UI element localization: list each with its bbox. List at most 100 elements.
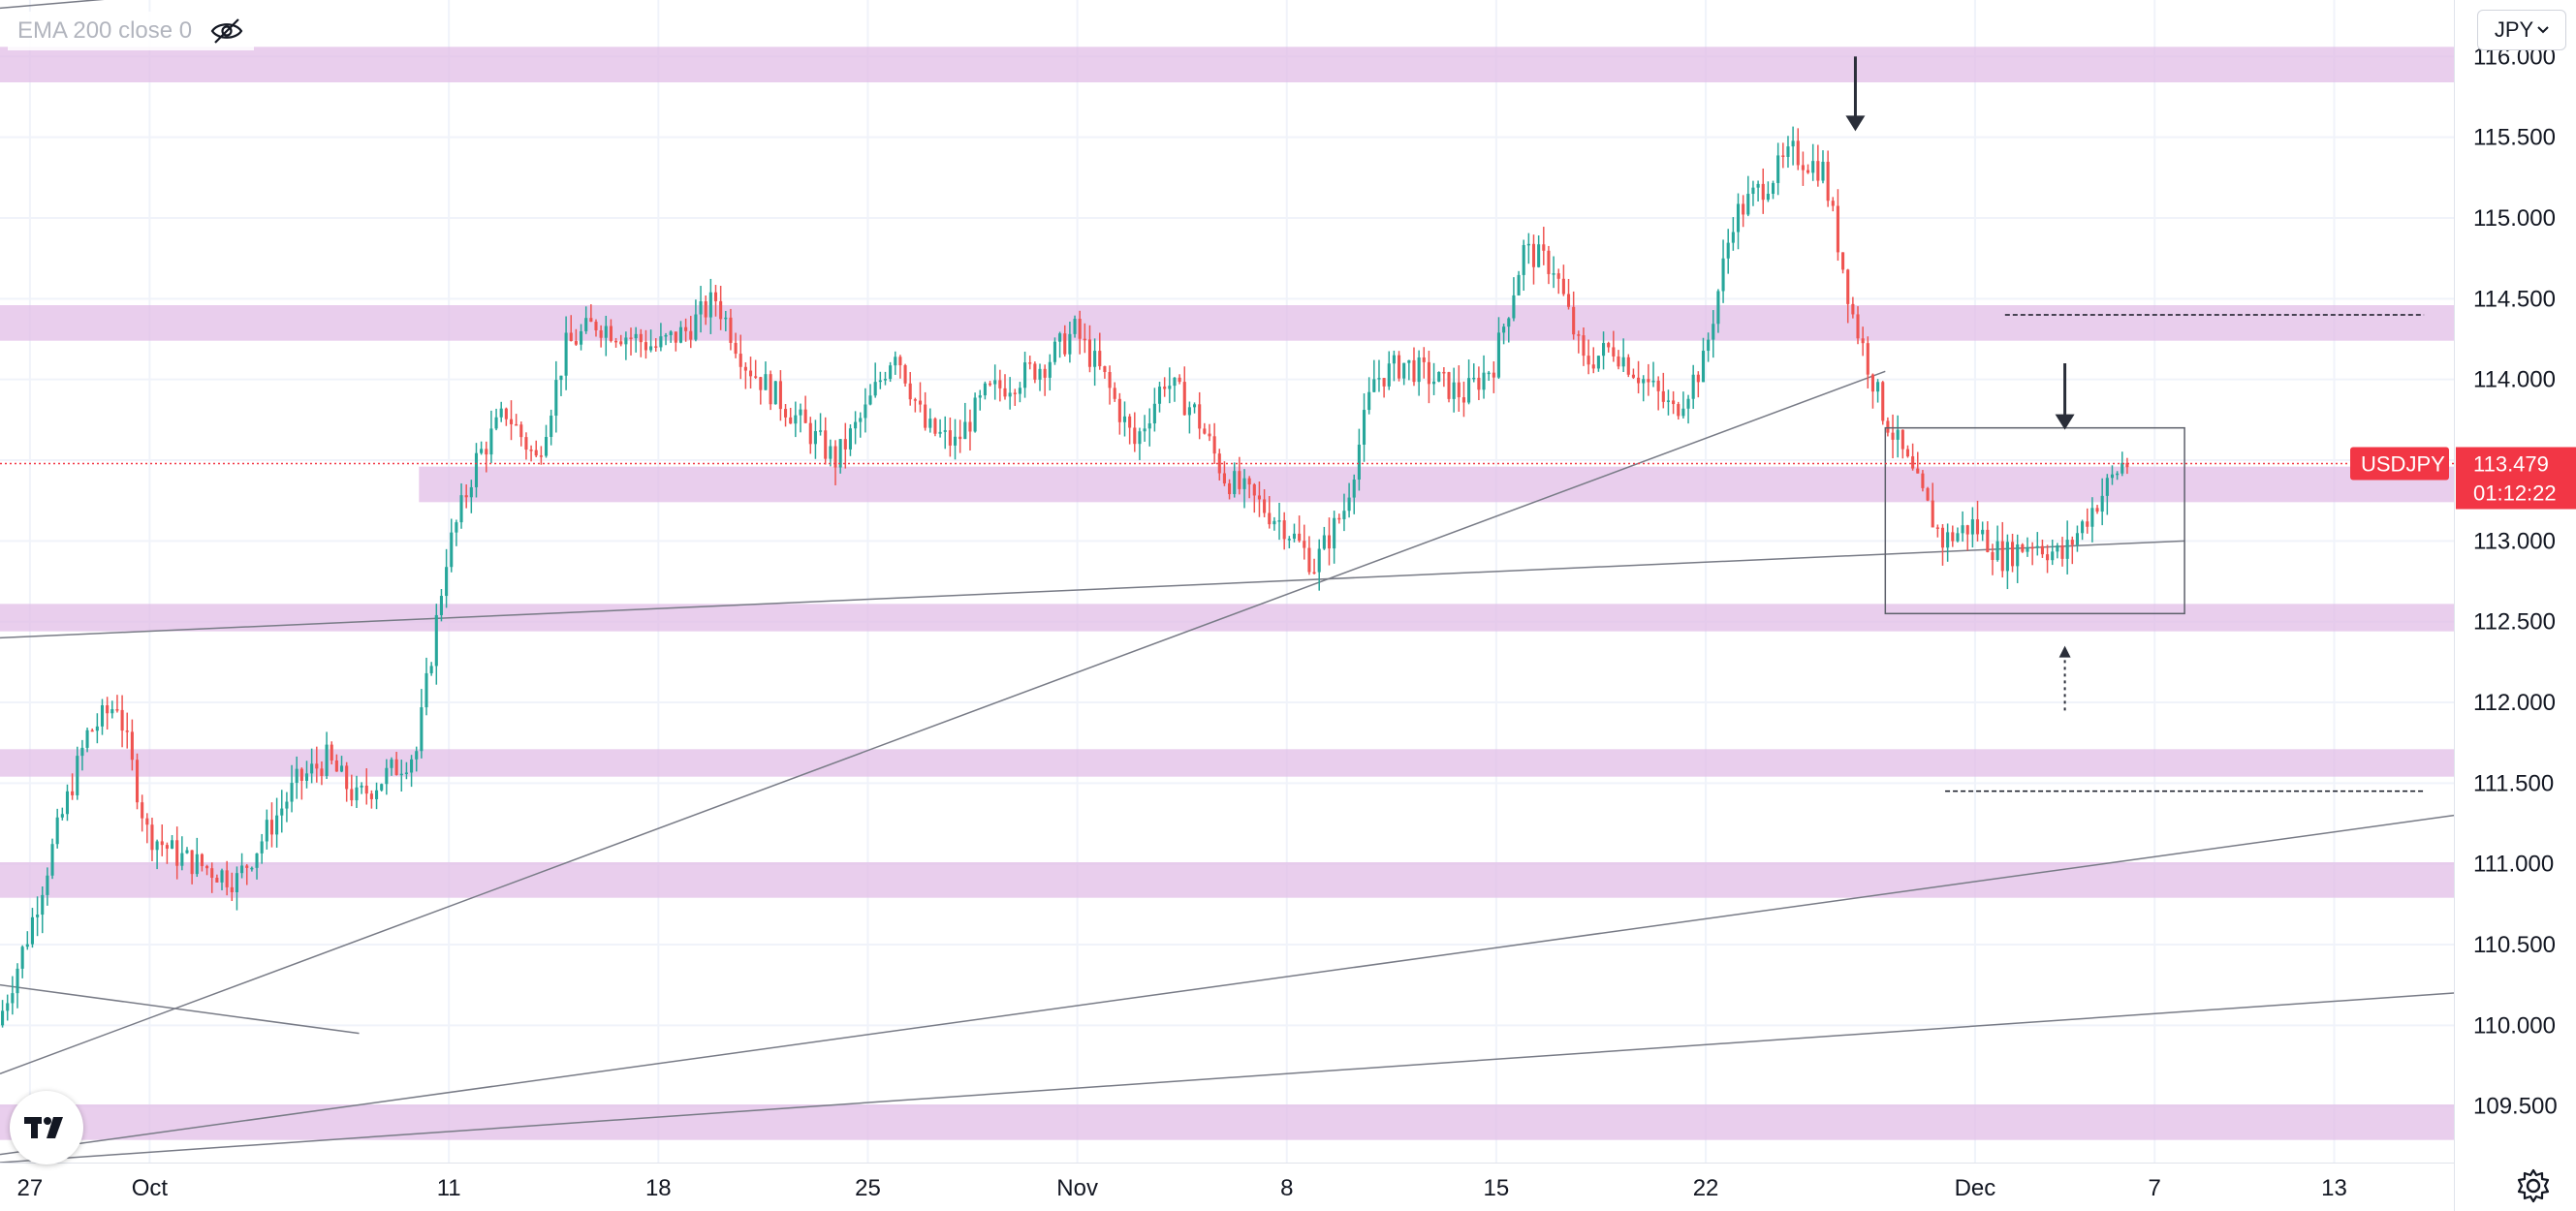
candle-body (260, 841, 264, 854)
candle-body (659, 336, 663, 348)
candle-body (1487, 372, 1491, 375)
candle-body (903, 365, 907, 384)
trendlines (0, 0, 2455, 1164)
candle-body (564, 332, 568, 376)
candle-body (30, 916, 34, 945)
candle-body (1168, 386, 1172, 389)
candle-body (11, 993, 15, 1004)
symbol-label-bg (2350, 447, 2449, 481)
indicator-legend[interactable]: EMA 200 close 0 (8, 12, 255, 50)
candle-body (355, 787, 359, 801)
candle-body (908, 383, 912, 400)
candle-body (1063, 333, 1067, 355)
candle-body (2011, 542, 2015, 567)
candle-body (918, 400, 923, 405)
candle-body (504, 408, 508, 419)
resistance-zone (0, 604, 2454, 632)
candle-body (1298, 533, 1302, 542)
candle-body (2075, 533, 2079, 545)
candle-body (1602, 343, 1606, 357)
candle-body (1073, 319, 1077, 334)
tradingview-logo[interactable] (10, 1091, 83, 1164)
candle-body (1621, 357, 1625, 367)
candle-body (2060, 545, 2064, 559)
candle-body (1891, 432, 1895, 440)
hide-eye-icon[interactable] (209, 16, 244, 46)
candle-body (848, 428, 852, 450)
candle-body (2016, 543, 2020, 567)
time-axis[interactable]: 27 Oct 11 18 25 Nov 8 15 22 Dec 7 13 (0, 1163, 2454, 1202)
candle-body (141, 802, 144, 819)
candle-body (20, 947, 24, 969)
candle-body (1507, 318, 1511, 327)
price-axis-pane (2454, 0, 2576, 1211)
candle-body (269, 820, 274, 835)
candle-body (738, 354, 742, 367)
candle-body (1392, 355, 1396, 364)
candle-body (1916, 468, 1920, 474)
candle-body (580, 330, 583, 345)
candle-body (1157, 387, 1162, 404)
time-tick-label: Dec (1955, 1175, 1996, 1201)
candle-body (1586, 356, 1590, 365)
candle-body (125, 730, 129, 732)
candle-body (65, 791, 70, 815)
candle-body (1058, 333, 1062, 342)
candle-body (1043, 368, 1047, 378)
candle-body (360, 785, 363, 788)
candle-body (1651, 380, 1655, 383)
candle-body (320, 768, 324, 776)
tradingview-logo-icon (24, 1117, 63, 1138)
symbol-label: USDJPY (2361, 452, 2445, 477)
candle-body (55, 817, 59, 845)
candle-body (135, 760, 140, 803)
candle-body (171, 840, 174, 849)
candle-body (1726, 242, 1730, 259)
countdown-label: 01:12:22 (2473, 481, 2557, 506)
time-tick-label: 7 (2149, 1175, 2161, 1201)
candle-body (1707, 339, 1711, 352)
candle-body (1307, 547, 1311, 573)
candle-body (60, 814, 64, 818)
candle-body (1398, 355, 1401, 379)
candle-body (205, 865, 209, 869)
candle-body (550, 416, 553, 438)
candle-body (1826, 161, 1830, 202)
candle-body (1342, 511, 1346, 519)
candle-body (773, 381, 777, 405)
candle-body (644, 342, 647, 351)
candle-body (1377, 378, 1381, 380)
candle-body (1203, 428, 1207, 434)
gear-icon[interactable] (2514, 1166, 2553, 1205)
candle-body (225, 870, 229, 887)
candle-body (1995, 541, 1999, 560)
candle-body (1372, 379, 1376, 392)
candle-body (889, 365, 893, 380)
price-axis[interactable]: 109.500 110.000 110.500 111.000 111.500 112.0… (2454, 0, 2576, 1211)
candle-body (1751, 187, 1755, 195)
time-tick-label: 27 (17, 1175, 44, 1201)
chart-annotations (0, 56, 2454, 792)
candle-body (1093, 351, 1097, 367)
candle-body (1333, 517, 1336, 549)
candle-body (1387, 363, 1391, 387)
candle-body (364, 785, 368, 794)
candle-body (325, 744, 329, 776)
candle-body (1038, 368, 1042, 380)
candle-body (1496, 332, 1501, 378)
candle-body (678, 326, 683, 343)
resistance-zone (0, 749, 2454, 777)
candle-body (664, 334, 668, 337)
candle-body (859, 418, 863, 422)
candle-body (2110, 474, 2115, 479)
candle-body (240, 865, 244, 874)
candle-body (2125, 462, 2129, 468)
candle-body (230, 886, 234, 892)
price-tick-label: 110.000 (2473, 1012, 2556, 1039)
candle-body (455, 522, 458, 533)
candle-body (1147, 423, 1151, 429)
candle-body (629, 337, 633, 339)
candle-body (1292, 533, 1297, 540)
currency-select[interactable]: JPY (2477, 10, 2566, 50)
